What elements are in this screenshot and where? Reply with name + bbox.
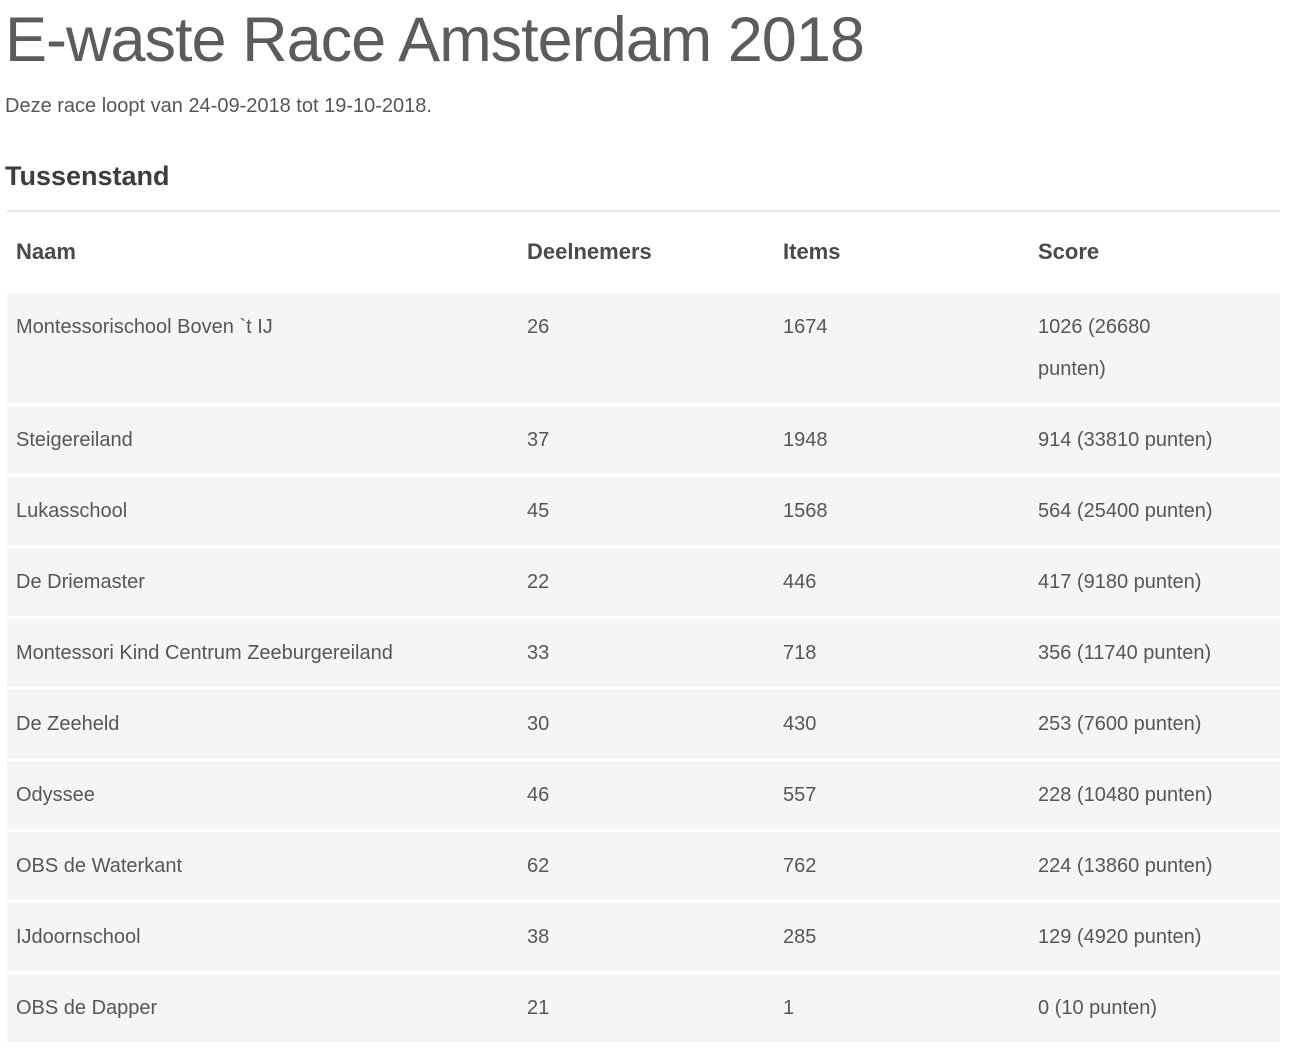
cell-naam: OBS de Waterkant (7, 832, 518, 900)
cell-deelnemers: 62 (518, 832, 774, 900)
table-row: De Driemaster 22 446 417 (9180 punten) (7, 548, 1280, 616)
cell-score: 0 (10 punten) (1029, 974, 1280, 1042)
cell-items: 1568 (774, 477, 1029, 545)
table-row: Montessori Kind Centrum Zeeburgereiland … (7, 619, 1280, 687)
cell-naam: Odyssee (7, 761, 518, 829)
cell-deelnemers: 45 (518, 477, 774, 545)
cell-deelnemers: 37 (518, 406, 774, 474)
table-row: IJdoornschool 38 285 129 (4920 punten) (7, 903, 1280, 971)
section-heading-tussenstand: Tussenstand (5, 161, 170, 191)
cell-naam: IJdoornschool (7, 903, 518, 971)
cell-score: 228 (10480 punten) (1029, 761, 1280, 829)
cell-naam: Montessorischool Boven `t IJ (7, 293, 518, 403)
cell-deelnemers: 26 (518, 293, 774, 403)
cell-items: 718 (774, 619, 1029, 687)
cell-naam: De Driemaster (7, 548, 518, 616)
cell-items: 557 (774, 761, 1029, 829)
cell-items: 1 (774, 974, 1029, 1042)
table-row: De Zeeheld 30 430 253 (7600 punten) (7, 690, 1280, 758)
cell-naam: OBS de Dapper (7, 974, 518, 1042)
column-header-deelnemers: Deelnemers (518, 215, 774, 290)
table-row: Lukasschool 45 1568 564 (25400 punten) (7, 477, 1280, 545)
cell-deelnemers: 46 (518, 761, 774, 829)
column-header-naam: Naam (7, 215, 518, 290)
cell-score: 417 (9180 punten) (1029, 548, 1280, 616)
cell-score: 564 (25400 punten) (1029, 477, 1280, 545)
cell-naam: Montessori Kind Centrum Zeeburgereiland (7, 619, 518, 687)
cell-deelnemers: 30 (518, 690, 774, 758)
cell-score: 224 (13860 punten) (1029, 832, 1280, 900)
cell-items: 1948 (774, 406, 1029, 474)
standings-table-body: Montessorischool Boven `t IJ 26 1674 102… (7, 293, 1280, 1042)
cell-deelnemers: 22 (518, 548, 774, 616)
cell-items: 430 (774, 690, 1029, 758)
standings-table-header: Naam Deelnemers Items Score (7, 215, 1280, 290)
race-date-range: Deze race loopt van 24-09-2018 tot 19-10… (5, 95, 432, 117)
table-row: Odyssee 46 557 228 (10480 punten) (7, 761, 1280, 829)
page-title: E-waste Race Amsterdam 2018 (5, 5, 865, 75)
cell-items: 285 (774, 903, 1029, 971)
table-row: OBS de Waterkant 62 762 224 (13860 punte… (7, 832, 1280, 900)
cell-score: 914 (33810 punten) (1029, 406, 1280, 474)
cell-deelnemers: 21 (518, 974, 774, 1042)
standings-table: Naam Deelnemers Items Score Montessorisc… (7, 210, 1280, 1045)
cell-naam: Lukasschool (7, 477, 518, 545)
cell-score: 1026 (26680 punten) (1029, 293, 1280, 403)
cell-score: 253 (7600 punten) (1029, 690, 1280, 758)
table-row: Montessorischool Boven `t IJ 26 1674 102… (7, 293, 1280, 403)
table-row: OBS de Dapper 21 1 0 (10 punten) (7, 974, 1280, 1042)
cell-naam: De Zeeheld (7, 690, 518, 758)
header-row: Naam Deelnemers Items Score (7, 215, 1280, 290)
cell-naam: Steigereiland (7, 406, 518, 474)
column-header-items: Items (774, 215, 1029, 290)
cell-items: 762 (774, 832, 1029, 900)
cell-score: 129 (4920 punten) (1029, 903, 1280, 971)
cell-items: 1674 (774, 293, 1029, 403)
cell-deelnemers: 33 (518, 619, 774, 687)
cell-items: 446 (774, 548, 1029, 616)
column-header-score: Score (1029, 215, 1280, 290)
cell-deelnemers: 38 (518, 903, 774, 971)
table-row: Steigereiland 37 1948 914 (33810 punten) (7, 406, 1280, 474)
cell-score: 356 (11740 punten) (1029, 619, 1280, 687)
